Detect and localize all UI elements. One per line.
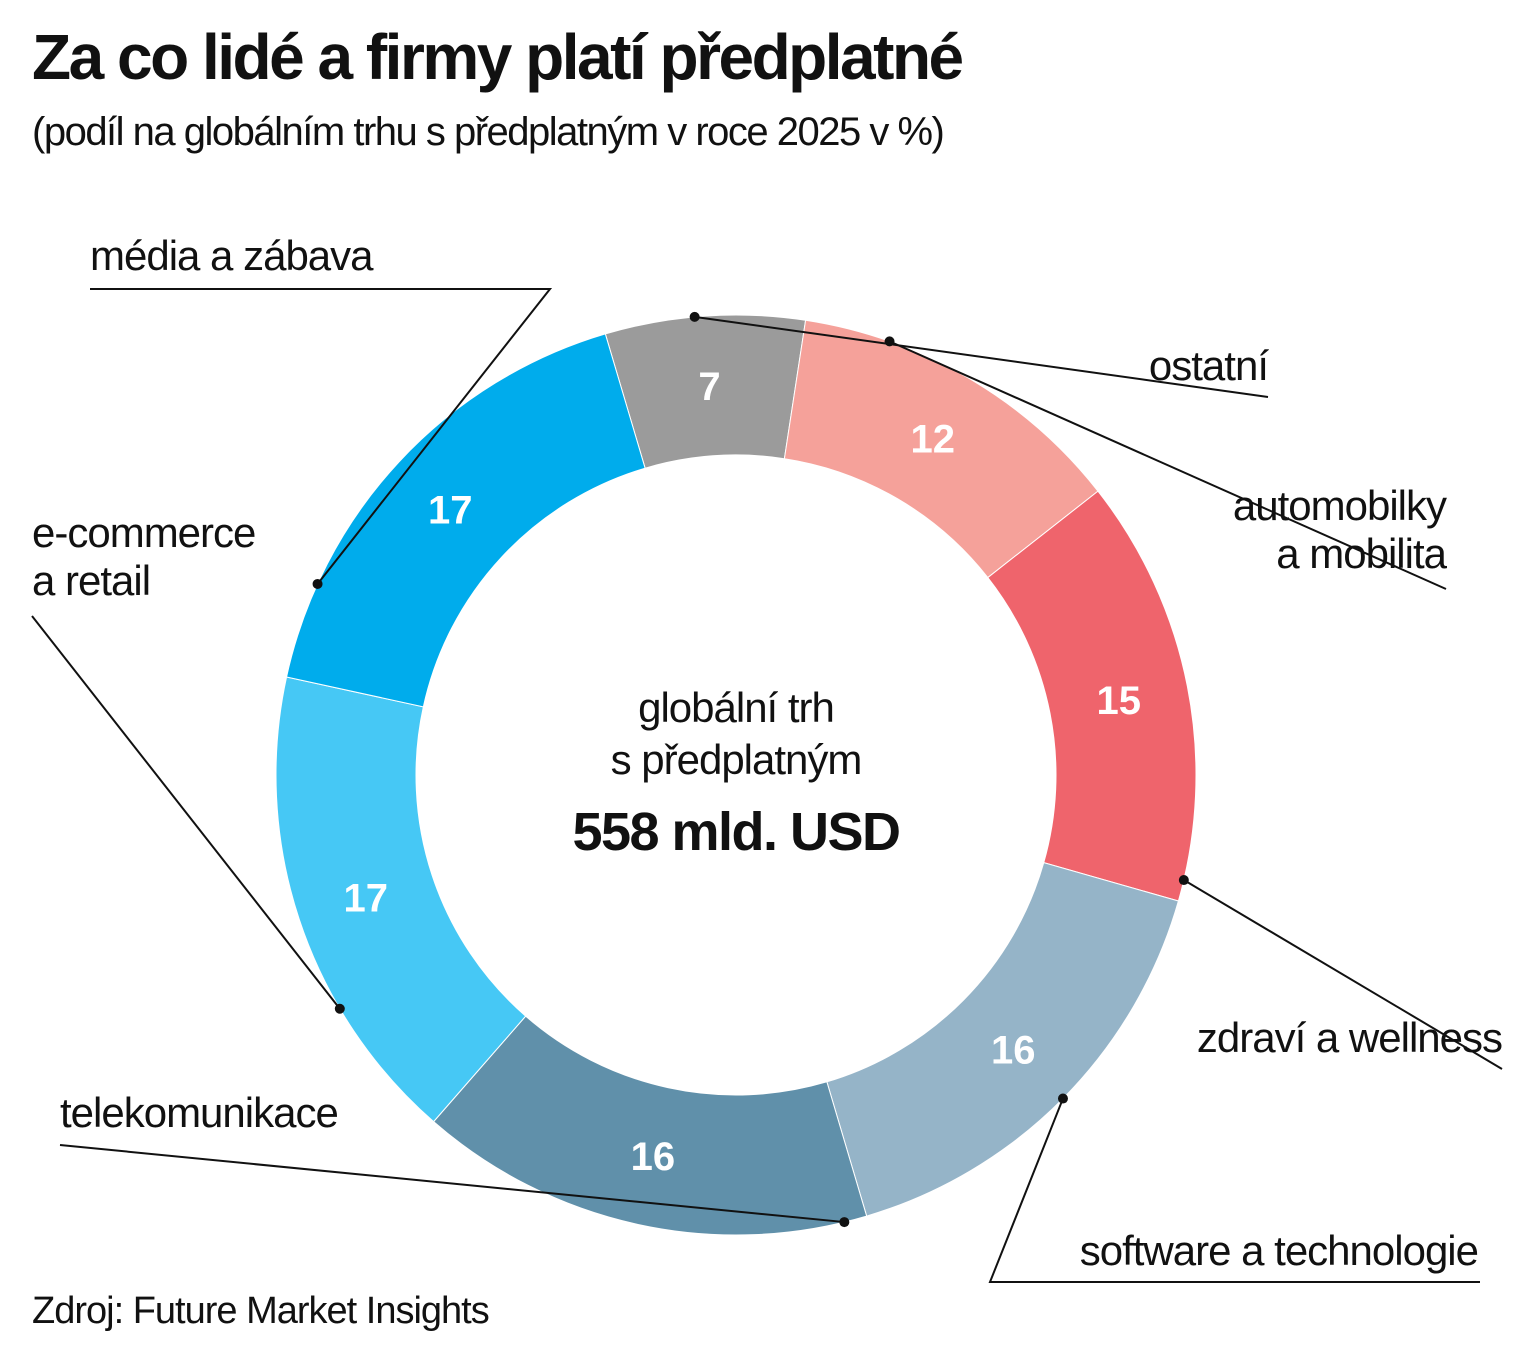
donut-slice <box>285 333 646 708</box>
leader-dot <box>312 578 323 589</box>
slice-value-label: 17 <box>428 489 473 533</box>
leader-dot <box>884 336 895 347</box>
leader-line <box>889 340 1447 590</box>
slice-category-label: zdraví a wellness <box>1197 1014 1502 1061</box>
chart-title: Za co lidé a firmy platí předplatné <box>32 21 964 93</box>
leader-line <box>31 615 341 1010</box>
slice-value-label: 15 <box>1096 679 1141 723</box>
slice-category-label: software a technologie <box>1080 1227 1478 1274</box>
slice-category-label: média a zábava <box>90 232 374 279</box>
slice-value-label: 17 <box>343 876 388 920</box>
slice-category-label: telekomunikace <box>60 1089 338 1136</box>
leader-line <box>988 1098 1480 1283</box>
source-note: Zdroj: Future Market Insights <box>32 1290 490 1332</box>
slice-category-label: ostatní <box>1149 342 1269 389</box>
leader-dot <box>689 311 700 322</box>
slice-value-label: 7 <box>698 365 720 409</box>
slice-category-label: e-commerce a retail <box>32 509 255 604</box>
leader-line <box>1183 879 1503 1070</box>
leader-line <box>90 288 553 585</box>
slice-value-label: 16 <box>991 1028 1036 1072</box>
slice-value-label: 16 <box>631 1135 676 1179</box>
leader-dot <box>334 1003 345 1014</box>
leader-dot <box>839 1217 850 1228</box>
center-total-value: 558 mld. USD <box>572 802 899 862</box>
leader-dot <box>1178 875 1189 886</box>
center-line-1: globální trh <box>638 684 834 731</box>
donut-slice <box>987 490 1197 902</box>
center-line-2: s předplatným <box>611 736 862 783</box>
leader-dot <box>1057 1093 1068 1104</box>
chart-subtitle: (podíl na globálním trhu s předplatným v… <box>32 110 945 154</box>
slice-category-label: automobilky a mobilita <box>1233 482 1448 577</box>
slice-value-label: 12 <box>911 417 956 461</box>
leader-line <box>59 1144 845 1224</box>
leader-line <box>694 315 1269 398</box>
donut-slice <box>275 676 527 1123</box>
